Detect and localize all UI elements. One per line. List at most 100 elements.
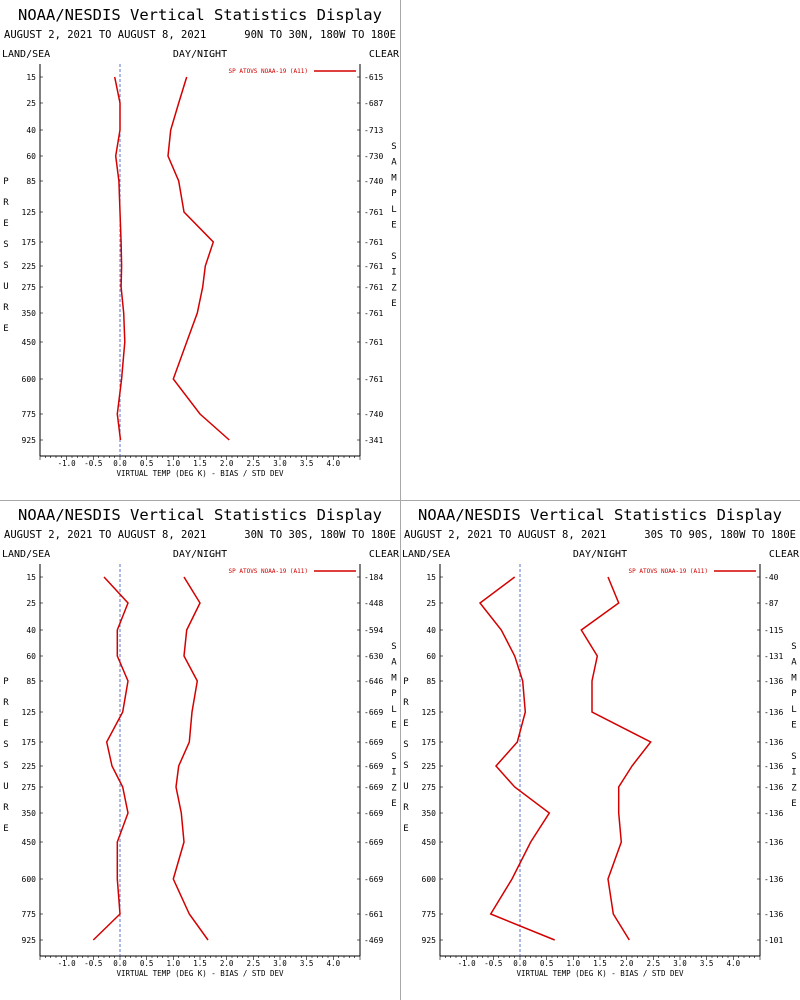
y-axis-label-letter: E [3, 324, 8, 334]
pressure-level-label: 775 [422, 910, 437, 919]
y-axis-label-letter: P [3, 177, 9, 187]
pressure-level-label: 225 [422, 762, 437, 771]
x-tick-label: 0.0 [513, 959, 527, 968]
y2-axis-label-letter: E [391, 221, 396, 231]
x-tick-label: -0.5 [84, 459, 102, 468]
sample-size-label: -687 [364, 99, 383, 108]
pressure-level-label: 275 [22, 283, 37, 292]
pressure-level-label: 85 [26, 677, 36, 686]
pressure-level-label: 40 [426, 626, 436, 635]
sample-size-label: -184 [364, 573, 383, 582]
std-dev-series-line [172, 576, 209, 941]
y2-axis-label-letter: P [391, 689, 397, 699]
y2-axis-label-letter: M [791, 673, 797, 683]
legend-label: SP ATOVS NOAA-19 (A11) [229, 68, 308, 75]
x-tick-label: -0.5 [484, 959, 502, 968]
y2-axis-label-letter: I [391, 268, 396, 278]
y2-axis-label-letter: P [391, 189, 397, 199]
panel-divider-horizontal [0, 500, 800, 501]
y-axis-label-letter: E [3, 219, 8, 229]
day-night-header: DAY/NIGHT [173, 549, 227, 560]
sample-size-label: -469 [364, 936, 383, 945]
sample-size-label: -136 [764, 783, 783, 792]
std-dev-series-line [580, 576, 652, 941]
sample-size-label: -40 [764, 573, 779, 582]
pressure-level-label: 40 [26, 126, 36, 135]
sample-size-label: -669 [364, 762, 383, 771]
sample-size-label: -131 [764, 652, 783, 661]
pressure-level-label: 125 [22, 708, 37, 717]
sample-size-label: -713 [364, 126, 383, 135]
bias-series-line [478, 576, 555, 941]
sample-size-label: -136 [764, 738, 783, 747]
pressure-level-label: 15 [26, 573, 36, 582]
x-tick-label: 1.5 [193, 959, 207, 968]
y2-axis-label-letter: E [791, 799, 796, 809]
chart-title: NOAA/NESDIS Vertical Statistics Display [418, 506, 782, 524]
y2-axis-label-letter: I [391, 768, 396, 778]
pressure-level-label: 925 [422, 936, 437, 945]
y2-axis-label-letter: I [791, 768, 796, 778]
y2-axis-label-letter: S [391, 752, 396, 762]
sample-size-label: -669 [364, 838, 383, 847]
sample-size-label: -661 [364, 910, 383, 919]
pressure-level-label: 600 [22, 875, 37, 884]
y-axis-label-letter: U [3, 282, 8, 292]
y-axis-label-letter: E [403, 824, 408, 834]
y-axis-label-letter: S [403, 740, 408, 750]
x-tick-label: 2.5 [247, 459, 261, 468]
x-tick-label: 0.5 [140, 459, 154, 468]
x-tick-label: 2.5 [247, 959, 261, 968]
sample-size-label: -136 [764, 910, 783, 919]
sample-size-label: -87 [764, 599, 779, 608]
y-axis-label-letter: S [3, 761, 8, 771]
y2-axis-label-letter: M [391, 173, 397, 183]
x-tick-label: 3.5 [700, 959, 714, 968]
x-tick-label: -0.5 [84, 959, 102, 968]
y-axis-label-letter: E [403, 719, 408, 729]
sample-size-label: -761 [364, 375, 383, 384]
sample-size-label: -136 [764, 838, 783, 847]
x-tick-label: 0.5 [140, 959, 154, 968]
y2-axis-label-letter: E [391, 799, 396, 809]
chart-panel-top-left: NOAA/NESDIS Vertical Statistics Display A… [2, 6, 400, 478]
sample-size-label: -136 [764, 708, 783, 717]
pressure-level-label: 275 [422, 783, 437, 792]
sample-size-label: -115 [764, 626, 783, 635]
pressure-level-label: 85 [426, 677, 436, 686]
date-range: AUGUST 2, 2021 TO AUGUST 8, 2021 [404, 529, 606, 541]
y-axis-label-letter: P [403, 677, 409, 687]
sample-size-label: -730 [364, 152, 383, 161]
y2-axis-label-letter: L [391, 705, 396, 715]
pressure-level-label: 225 [22, 262, 37, 271]
sample-size-label: -740 [364, 177, 383, 186]
sample-size-label: -136 [764, 809, 783, 818]
y-axis-label-letter: P [3, 677, 9, 687]
sample-size-label: -761 [364, 238, 383, 247]
sample-size-label: -761 [364, 262, 383, 271]
region-label: 30N TO 30S, 180W TO 180E [244, 529, 396, 541]
pressure-level-label: 25 [426, 599, 436, 608]
pressure-level-label: 175 [422, 738, 437, 747]
pressure-level-label: 925 [22, 936, 37, 945]
pressure-level-label: 15 [426, 573, 436, 582]
x-tick-label: 1.0 [567, 959, 581, 968]
pressure-level-label: 350 [422, 809, 437, 818]
y2-axis-label-letter: A [391, 658, 397, 668]
y2-axis-label-letter: Z [391, 783, 397, 793]
x-tick-label: 0.0 [113, 959, 127, 968]
y-axis-label-letter: S [403, 761, 408, 771]
x-tick-label: 3.5 [300, 959, 314, 968]
y2-axis-label-letter: A [791, 658, 797, 668]
region-label: 90N TO 30N, 180W TO 180E [244, 29, 396, 41]
y2-axis-label-letter: Z [791, 783, 797, 793]
y-axis-label-letter: S [3, 240, 8, 250]
land-sea-header: LAND/SEA [2, 49, 50, 60]
region-label: 30S TO 90S, 180W TO 180E [644, 529, 796, 541]
chart-panel-bottom-right: NOAA/NESDIS Vertical Statistics Display A… [402, 506, 800, 978]
pressure-level-label: 175 [22, 238, 37, 247]
pressure-level-label: 450 [422, 838, 437, 847]
pressure-level-label: 125 [422, 708, 437, 717]
pressure-level-label: 60 [426, 652, 436, 661]
y-axis-label-letter: R [3, 303, 9, 313]
